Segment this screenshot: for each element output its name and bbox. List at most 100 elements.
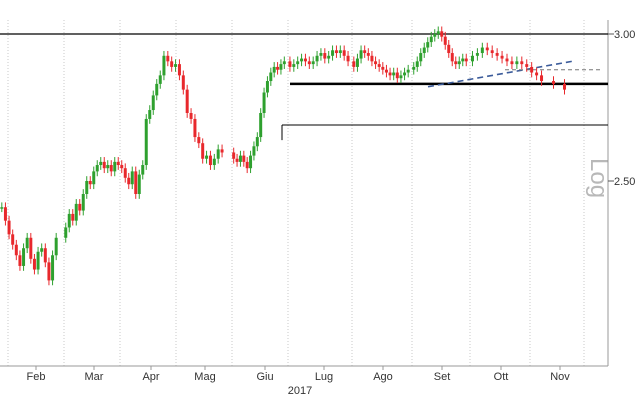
candle-body xyxy=(377,64,381,67)
candle-body xyxy=(535,72,539,76)
candle-body xyxy=(475,53,479,56)
candle-body xyxy=(276,66,280,70)
candle-body xyxy=(457,61,461,65)
candle-body xyxy=(255,137,259,147)
x-tick-label: Feb xyxy=(27,371,46,383)
candle-body xyxy=(366,53,370,56)
candle-body xyxy=(11,234,15,245)
candle-body xyxy=(346,55,350,62)
candle-body xyxy=(461,58,465,62)
candle-body xyxy=(296,61,300,65)
candle-body xyxy=(485,47,489,51)
x-tick-label: Set xyxy=(434,371,451,383)
candle-body xyxy=(510,61,514,65)
candle-body xyxy=(563,83,566,90)
candle-body xyxy=(269,72,273,82)
candle-body xyxy=(307,61,311,65)
candle-body xyxy=(102,161,106,169)
candle-body xyxy=(338,50,342,54)
candle-body xyxy=(40,248,44,252)
candle-body xyxy=(189,112,193,119)
candle-body xyxy=(355,58,359,67)
candle-body xyxy=(185,89,189,113)
candle-body xyxy=(106,165,110,169)
x-tick-label: Ott xyxy=(494,371,509,383)
candle-body xyxy=(265,81,269,93)
candle-body xyxy=(144,118,148,166)
candle-body xyxy=(193,118,197,138)
candle-body xyxy=(67,213,71,228)
x-tick-label: Lug xyxy=(315,371,333,383)
trendline xyxy=(427,60,573,88)
candle-body xyxy=(500,55,504,59)
candle-body xyxy=(166,55,170,62)
candle-body xyxy=(406,69,410,73)
candle-body xyxy=(54,237,58,256)
candle-body xyxy=(412,66,416,70)
candle-body xyxy=(443,36,447,45)
candle-body xyxy=(220,149,224,153)
y-tick-label: 3.00 xyxy=(614,29,635,41)
candle-body xyxy=(99,161,103,166)
candle-body xyxy=(288,61,292,67)
candle-body xyxy=(29,237,33,259)
candle-body xyxy=(292,64,296,67)
candle-body xyxy=(552,81,555,84)
candle-body xyxy=(422,47,426,54)
candle-body xyxy=(197,137,201,144)
x-tick-label: Apr xyxy=(142,371,159,383)
candle-body xyxy=(158,75,162,84)
candle-body xyxy=(447,44,451,54)
candle-body xyxy=(123,168,127,178)
candle-body xyxy=(249,155,253,169)
candle-body xyxy=(384,69,388,73)
candle-body xyxy=(155,83,159,96)
candle-body xyxy=(315,55,319,62)
candle-body xyxy=(148,110,152,119)
candle-body xyxy=(450,53,454,62)
candle-body xyxy=(363,50,367,54)
candle-body xyxy=(201,143,205,159)
candle-body xyxy=(177,64,181,76)
candle-body xyxy=(25,237,29,249)
candle-body xyxy=(433,34,437,37)
candle-body xyxy=(174,64,178,67)
candle-body xyxy=(22,248,26,266)
year-label: 2017 xyxy=(288,385,312,397)
candle-body xyxy=(205,155,209,159)
candle-body xyxy=(170,61,174,67)
candle-body xyxy=(342,50,346,56)
candle-body xyxy=(162,55,166,76)
candle-body xyxy=(113,161,117,172)
candle-body xyxy=(85,181,89,195)
candle-body xyxy=(381,66,385,70)
candle-body xyxy=(71,213,75,221)
candle-body xyxy=(120,165,124,169)
candle-body xyxy=(81,194,85,211)
candle-body xyxy=(137,174,141,195)
candle-body xyxy=(480,47,484,54)
candle-body xyxy=(388,72,392,76)
candle-body xyxy=(0,207,4,209)
y-tick-label: 2.50 xyxy=(614,176,635,188)
candle-body xyxy=(419,53,423,62)
candle-body xyxy=(208,155,212,166)
candle-body xyxy=(151,95,155,111)
candle-body xyxy=(440,31,444,37)
candle-body xyxy=(235,158,239,162)
candle-body xyxy=(43,248,47,263)
candle-body xyxy=(520,61,524,65)
candle-body xyxy=(436,31,440,34)
candle-body xyxy=(395,72,399,79)
candle-body xyxy=(141,165,145,175)
candle-body xyxy=(127,177,131,185)
candle-body xyxy=(3,207,7,221)
log-scale-label: Log xyxy=(585,158,612,199)
candle-body xyxy=(238,155,242,162)
candle-body xyxy=(92,171,96,185)
candle-body xyxy=(78,203,82,211)
candle-body xyxy=(319,53,323,56)
candle-body xyxy=(252,146,256,156)
